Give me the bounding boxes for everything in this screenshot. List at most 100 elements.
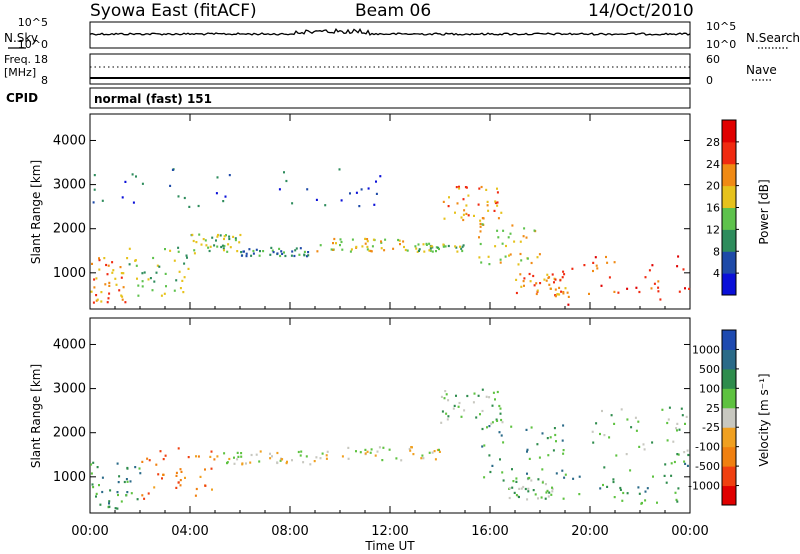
scatter-cell (368, 249, 371, 252)
scatter-cell (223, 244, 226, 248)
colorbar-tick-label: 28 (706, 136, 720, 149)
scatter-cell (686, 449, 689, 452)
scatter-cell (433, 450, 436, 453)
scatter-cell (106, 273, 109, 276)
scatter-cell (452, 407, 455, 410)
scatter-cell (487, 209, 490, 212)
scatter-cell (479, 219, 482, 222)
scatter-cell (463, 409, 466, 412)
scatter-cell (536, 443, 539, 446)
station-title: Syowa East (fitACF) (90, 1, 257, 21)
scatter-cell (355, 191, 358, 194)
colorbar-swatch (722, 368, 736, 389)
scatter-cell (200, 243, 203, 246)
colorbar-tick-label: 16 (706, 202, 720, 215)
scatter-cell (169, 184, 172, 187)
scatter-cell (330, 248, 333, 251)
scatter-cell (527, 490, 530, 493)
scatter-cell (303, 250, 306, 253)
x-tick-label: 12:00 (371, 524, 408, 539)
scatter-cell (108, 502, 110, 505)
scatter-cell (141, 285, 144, 288)
scatter-cell (494, 245, 497, 248)
scatter-cell (141, 182, 144, 185)
scatter-cell (472, 401, 475, 404)
scatter-cell (347, 446, 350, 449)
scatter-cell (360, 188, 363, 191)
scatter-cell (242, 250, 245, 253)
scatter-cell (380, 247, 383, 250)
scatter-cell (162, 473, 165, 476)
scatter-cell (495, 418, 498, 421)
scatter-cell (295, 247, 298, 250)
scatter-cell (162, 458, 165, 461)
scatter-cell (307, 254, 310, 257)
scatter-cell (622, 491, 625, 495)
scatter-cell (488, 425, 491, 428)
scatter-cell (515, 494, 518, 497)
scatter-cell (316, 250, 319, 253)
scatter-cell (499, 412, 502, 415)
scatter-cell (216, 245, 219, 248)
scatter-cell (250, 254, 253, 257)
colorbar-swatch (722, 466, 736, 487)
scatter-cell (179, 287, 182, 290)
scatter-cell (98, 257, 100, 260)
velocity-colorbar: 1000 500 100 25 -25 -100 -500 -1000 (688, 329, 739, 506)
scatter-cell (667, 418, 670, 421)
scatter-cell (447, 415, 450, 418)
scatter-cell (92, 486, 95, 489)
scatter-cell (541, 468, 544, 471)
scatter-cell (248, 248, 251, 251)
scatter-cell (364, 452, 367, 455)
scatter-cell (515, 278, 518, 281)
scatter-cell (91, 262, 93, 265)
scatter-cell (528, 476, 531, 480)
scatter-cell (551, 490, 554, 493)
scatter-cell (528, 457, 531, 460)
scatter-cell (445, 393, 448, 396)
scatter-cell (496, 229, 499, 232)
scatter-cell (438, 450, 441, 453)
scatter-cell (676, 265, 679, 268)
scatter-cell (684, 287, 686, 290)
colorbar-swatch (722, 229, 736, 252)
scatter-cell (259, 450, 262, 453)
scatter-cell (500, 434, 503, 437)
scatter-cell (486, 200, 489, 203)
scatter-cell (479, 242, 482, 246)
scatter-cell (366, 248, 369, 251)
scatter-cell (488, 454, 491, 457)
scatter-cell (552, 449, 555, 452)
scatter-cell (252, 249, 255, 253)
scatter-cell (245, 252, 248, 255)
scatter-cell (197, 204, 200, 208)
scatter-cell (240, 254, 243, 257)
scatter-cell (659, 298, 662, 301)
scatter-cell (130, 492, 133, 495)
scatter-cell (303, 253, 306, 256)
scatter-cell (442, 243, 445, 246)
scatter-cell (442, 200, 445, 203)
colorbar-tick-label: 100 (699, 382, 720, 395)
scatter-cell (599, 487, 602, 490)
scatter-cell (284, 254, 287, 258)
scatter-cell (258, 460, 261, 463)
scatter-cell (520, 285, 523, 288)
scatter-cell (366, 240, 369, 243)
scatter-cell (499, 261, 502, 264)
scatter-cell (324, 204, 327, 207)
scatter-cell (429, 249, 432, 252)
scatter-cell (496, 419, 499, 422)
scatter-cell (462, 244, 465, 247)
scatter-cell (187, 267, 190, 270)
scatter-cell (515, 480, 518, 483)
scatter-cell (226, 462, 228, 465)
scatter-cell (535, 282, 538, 285)
scatter-cell (132, 201, 135, 204)
scatter-cell (518, 487, 521, 490)
scatter-cell (392, 247, 395, 250)
scatter-cell (428, 451, 431, 454)
scatter-cell (670, 474, 673, 477)
scatter-cell (500, 418, 503, 422)
